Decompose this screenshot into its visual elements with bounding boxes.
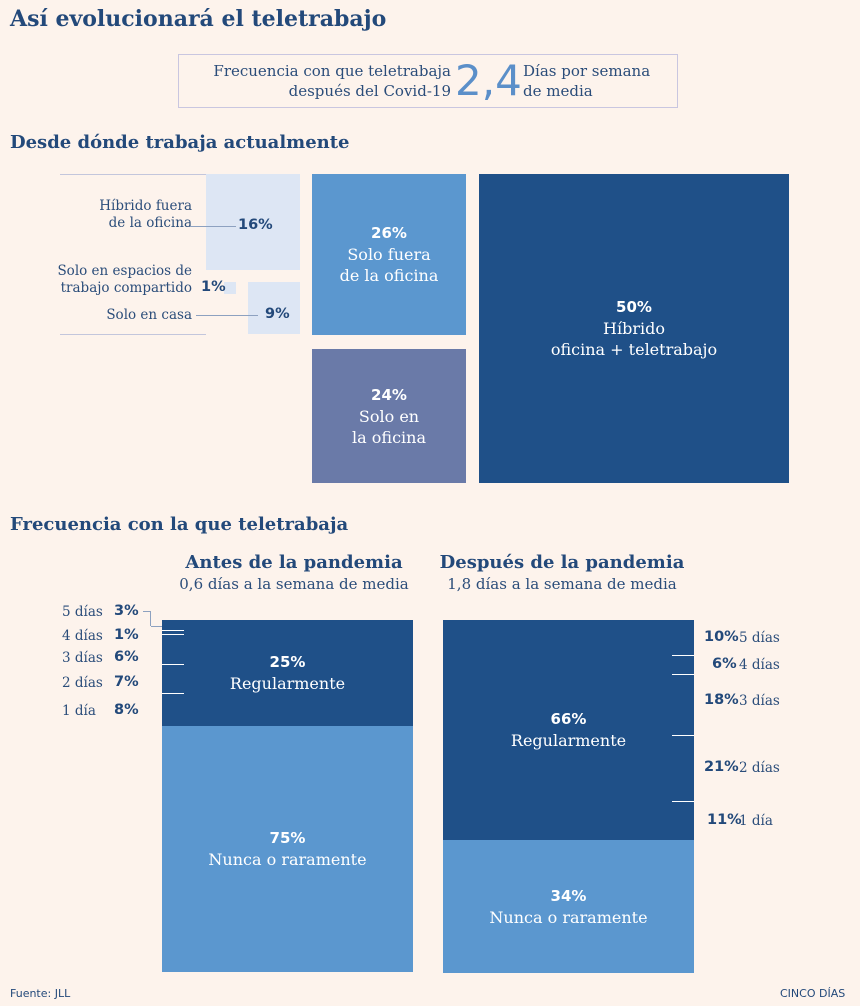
leader-home: [196, 315, 258, 316]
before-tick-5: [162, 630, 184, 631]
before-never-pct: 75%: [269, 829, 306, 847]
leader-hybrid-out: [190, 226, 236, 227]
after-day-pct-3: 18%: [704, 692, 739, 708]
after-heading: Después de la pandemia: [439, 552, 685, 573]
before-day-pct-1: 8%: [114, 702, 139, 718]
guide-line-bottom: [60, 334, 206, 335]
label-only-out-line-2: de la oficina: [339, 266, 439, 285]
after-regular-pct: 66%: [550, 710, 587, 728]
after-tick-5: [672, 655, 694, 656]
stat-left-line-2: después del Covid-19: [288, 82, 451, 100]
treemap-cell-hybrid-out: [206, 174, 300, 270]
stat-left-line-1: Frecuencia con que teletrabaja: [213, 62, 451, 80]
before-tick-4: [162, 634, 184, 635]
after-day-label-1: 1 día: [739, 813, 773, 829]
before-never-label: Nunca o raramente: [208, 850, 367, 869]
before-day-label-2: 2 días: [62, 675, 103, 691]
stat-right-line-2: de media: [523, 82, 593, 100]
label-coworking-line-2: trabajo compartido: [60, 280, 192, 296]
label-hybrid-out: Híbrido fuera de la oficina: [40, 198, 192, 232]
after-never-pct: 34%: [550, 886, 587, 905]
brand-credit: CINCO DÍAS: [780, 987, 846, 1000]
before-day-pct-5: 3%: [114, 603, 139, 619]
before-day-pct-4: 1%: [114, 627, 139, 643]
before-connector-5: [143, 611, 151, 626]
section-title-frequency: Frecuencia con la que teletrabaja: [10, 514, 349, 535]
treemap-cell-hybrid: 50% Híbrido oficina + teletrabajo: [479, 174, 789, 483]
after-day-label-4: 4 días: [739, 657, 780, 673]
label-hybrid-out-line-1: Híbrido fuera: [99, 198, 192, 214]
average-days-box: Frecuencia con que teletrabaja después d…: [178, 54, 678, 108]
pct-home: 9%: [265, 306, 290, 322]
pct-coworking: 1%: [201, 279, 226, 295]
before-day-pct-2: 7%: [114, 674, 139, 690]
after-day-pct-1: 11%: [707, 812, 742, 828]
label-hybrid-line-1: Híbrido: [603, 319, 665, 338]
after-regular-label: Regularmente: [510, 731, 627, 750]
label-coworking: Solo en espacios de trabajo compartido: [30, 263, 192, 297]
before-day-pct-3: 6%: [114, 649, 139, 665]
treemap-cell-home: [248, 282, 300, 334]
before-regular-label: Regularmente: [229, 674, 346, 693]
stat-right-text: Días por semana de media: [523, 61, 673, 101]
label-only-office-line-2: la oficina: [352, 427, 426, 447]
label-only-out-line-1: Solo fuera: [347, 245, 431, 264]
after-never-segment: 34% Nunca o raramente: [443, 840, 694, 973]
after-tick-2: [672, 801, 694, 802]
pct-hybrid: 50%: [616, 298, 652, 316]
treemap-cell-only-office: 24% Solo en la oficina: [312, 349, 466, 483]
before-heading: Antes de la pandemia: [185, 552, 403, 573]
before-day-label-4: 4 días: [62, 628, 103, 644]
after-never-label: Nunca o raramente: [489, 907, 648, 927]
treemap-cell-coworking: [224, 282, 236, 294]
before-connector-5-tail: [151, 626, 162, 627]
treemap-cell-only-out: 26% Solo fuera de la oficina: [312, 174, 466, 335]
label-hybrid-out-line-2: de la oficina: [108, 215, 192, 231]
before-day-label-5: 5 días: [62, 604, 103, 620]
before-regular-pct: 25%: [269, 653, 306, 671]
stat-value: 2,4: [455, 56, 522, 105]
pct-only-office: 24%: [371, 385, 407, 404]
after-day-label-5: 5 días: [739, 630, 780, 646]
page-title: Así evolucionará el teletrabajo: [10, 6, 387, 32]
after-day-pct-4: 6%: [712, 656, 737, 672]
before-day-label-1: 1 día: [62, 703, 96, 719]
after-day-pct-2: 21%: [704, 759, 739, 775]
label-only-office-line-1: Solo en: [358, 406, 420, 426]
before-never-segment: 75% Nunca o raramente: [162, 726, 413, 972]
after-tick-3: [672, 735, 694, 736]
after-subheading: 1,8 días a la semana de media: [447, 575, 677, 593]
after-day-label-3: 3 días: [739, 693, 780, 709]
stat-right-line-1: Días por semana: [523, 62, 651, 80]
before-subheading: 0,6 días a la semana de media: [179, 575, 409, 593]
before-regular-segment: 25% Regularmente: [162, 620, 413, 726]
after-regular-segment: 66% Regularmente: [443, 620, 694, 840]
pct-only-out: 26%: [371, 224, 407, 242]
pct-hybrid-out: 16%: [238, 217, 273, 233]
after-day-pct-5: 10%: [704, 629, 739, 645]
before-tick-2: [162, 693, 184, 694]
stat-left-text: Frecuencia con que teletrabaja después d…: [189, 61, 451, 101]
label-coworking-line-1: Solo en espacios de: [57, 263, 192, 279]
before-tick-3: [162, 664, 184, 665]
guide-line-top: [60, 174, 206, 175]
after-tick-4: [672, 674, 694, 675]
before-day-label-3: 3 días: [62, 650, 103, 666]
section-title-current: Desde dónde trabaja actualmente: [10, 132, 350, 153]
label-hybrid-line-2: oficina + teletrabajo: [550, 340, 718, 359]
label-home: Solo en casa: [106, 307, 192, 323]
after-day-label-2: 2 días: [739, 760, 780, 776]
source-note: Fuente: JLL: [10, 987, 71, 1000]
